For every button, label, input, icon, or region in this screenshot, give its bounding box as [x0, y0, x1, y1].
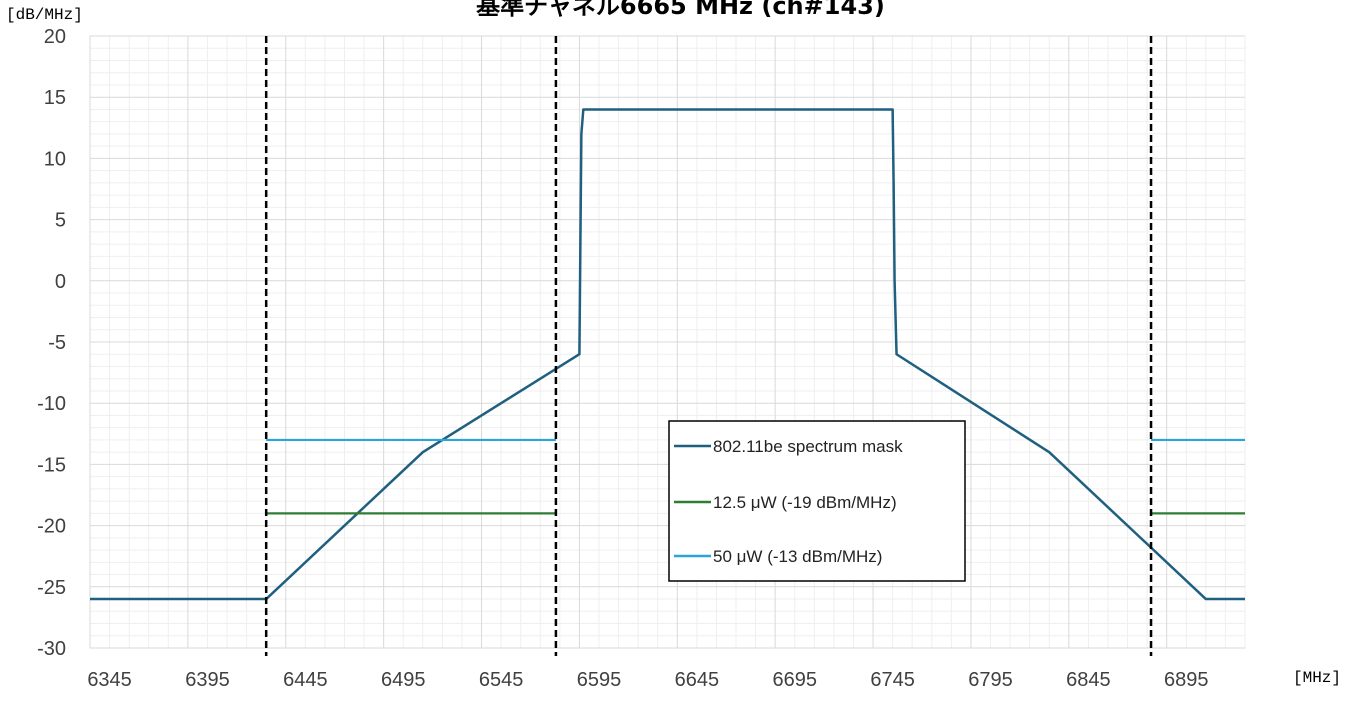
legend-label-50uw: 50 μW (-13 dBm/MHz) — [713, 547, 882, 566]
x-tick-label: 6495 — [381, 669, 426, 691]
x-tick-label: 6695 — [772, 669, 817, 691]
legend-label-mask: 802.11be spectrum mask — [713, 437, 903, 456]
x-tick-label: 6895 — [1164, 669, 1209, 691]
x-tick-label: 6395 — [185, 669, 230, 691]
x-tick-label: 6745 — [870, 669, 915, 691]
legend: 802.11be spectrum mask 12.5 μW (-19 dBm/… — [668, 420, 966, 582]
x-axis-unit-label: [MHz] — [1293, 669, 1342, 687]
y-tick-label: -5 — [48, 332, 66, 354]
y-tick-label: 15 — [44, 87, 66, 109]
y-tick-label: -30 — [37, 638, 66, 660]
series-line-mask — [90, 108, 1245, 601]
x-tick-label: 6645 — [675, 669, 720, 691]
y-tick-label: 20 — [44, 26, 66, 48]
y-tick-label: 10 — [44, 148, 66, 170]
y-tick-label: -10 — [37, 393, 66, 415]
x-axis-ticks: 6345 6395 6445 6495 6545 6595 6645 6695 6745 6795… — [87, 669, 1208, 691]
x-tick-label: 6595 — [577, 669, 622, 691]
x-tick-label: 6345 — [87, 669, 132, 691]
x-tick-label: 6445 — [283, 669, 328, 691]
legend-box — [668, 420, 966, 582]
y-tick-label: -25 — [37, 577, 66, 599]
y-axis-unit-label: [dB/MHz] — [6, 6, 83, 24]
series-layer — [90, 108, 1245, 601]
x-tick-label: 6545 — [479, 669, 524, 691]
legend-label-12-5uw: 12.5 μW (-19 dBm/MHz) — [713, 493, 897, 512]
x-tick-label: 6795 — [968, 669, 1013, 691]
y-axis-ticks: 20 15 10 5 0 -5 -10 -15 -20 -25 -30 — [37, 26, 66, 660]
y-tick-label: -20 — [37, 516, 66, 538]
vertical-dashed-lines — [264, 36, 1153, 656]
y-tick-label: 0 — [55, 271, 66, 293]
y-tick-label: -15 — [37, 454, 66, 476]
major-grid — [89, 35, 1245, 649]
y-tick-label: 5 — [55, 210, 66, 232]
x-tick-label: 6845 — [1066, 669, 1111, 691]
chart-title: 基準チャネル6665 MHz (ch#143) — [476, 0, 885, 20]
